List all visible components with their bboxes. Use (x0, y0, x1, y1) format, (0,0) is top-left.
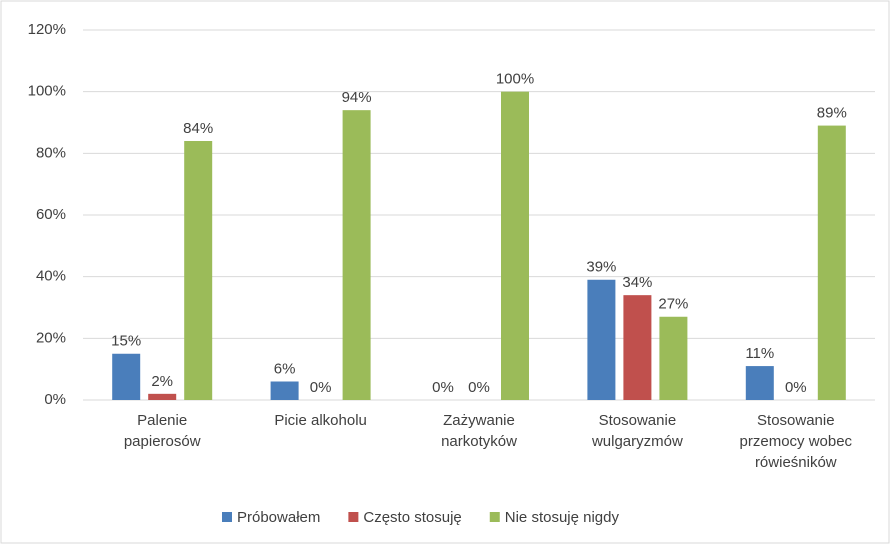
data-label: 0% (468, 379, 490, 396)
data-label: 0% (310, 379, 332, 396)
bar (501, 91, 529, 401)
data-label: 100% (496, 71, 534, 88)
bar (184, 141, 213, 400)
data-label: 6% (274, 360, 296, 377)
legend-swatch (222, 512, 232, 522)
bar (745, 366, 774, 400)
y-tick-label: 100% (28, 83, 66, 100)
data-label: 2% (151, 373, 173, 390)
data-label: 39% (586, 259, 616, 276)
bar (112, 353, 141, 400)
legend-label: Często stosuję (363, 509, 461, 526)
data-label: 34% (622, 274, 652, 291)
bar (817, 125, 846, 400)
x-tick-label: Stosowanie przemocy wobec rówieśników (739, 412, 853, 471)
legend-label: Nie stosuję nigdy (505, 509, 620, 526)
data-label: 15% (111, 333, 141, 350)
x-tick-label: Stosowanie wulgaryzmów (591, 412, 683, 450)
data-label: 0% (432, 379, 454, 396)
bar (587, 279, 616, 400)
x-tick-label: Palenie papierosów (123, 412, 201, 450)
data-label: 27% (658, 296, 688, 313)
y-tick-label: 80% (36, 144, 66, 161)
data-label: 11% (745, 345, 774, 362)
y-tick-label: 120% (28, 21, 66, 38)
data-label: 94% (342, 89, 372, 106)
legend-label: Próbowałem (237, 509, 320, 526)
data-label: 84% (183, 120, 213, 137)
y-tick-label: 0% (44, 391, 66, 408)
data-label: 0% (785, 379, 807, 396)
bar (270, 381, 299, 400)
y-tick-label: 20% (36, 329, 66, 346)
legend-swatch (348, 512, 359, 522)
bar (342, 110, 371, 401)
x-tick-label: Picie alkoholu (274, 412, 367, 429)
y-tick-label: 40% (36, 268, 66, 285)
y-tick-label: 60% (36, 206, 66, 223)
bar (659, 316, 688, 400)
data-label: 89% (817, 105, 847, 122)
bar (148, 393, 177, 400)
x-tick-label: Zażywanie narkotyków (441, 412, 517, 450)
bar (623, 295, 652, 400)
legend-swatch (489, 512, 500, 522)
